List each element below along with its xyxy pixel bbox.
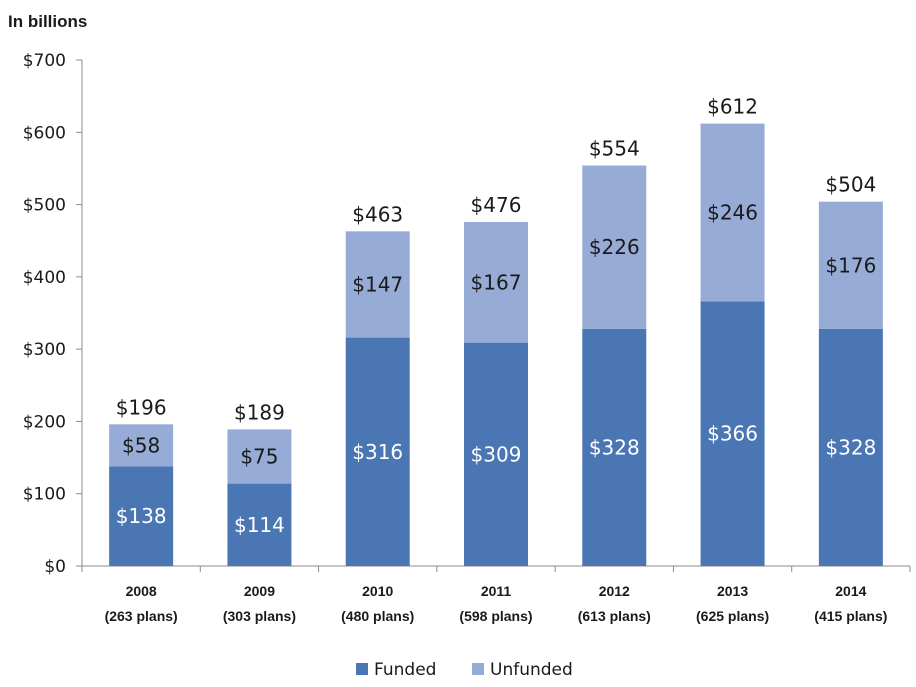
total-label: $463 xyxy=(352,202,403,226)
axes: $0 $100 $200 $300 $400 $500 $600 $700 2008 (263 p… xyxy=(23,51,911,624)
y-tick-label: $0 xyxy=(44,557,66,577)
bars xyxy=(109,123,883,566)
legend-label-unfunded: Unfunded xyxy=(490,660,573,680)
x-tick-sublabel: (625 plans) xyxy=(696,608,769,624)
unit-label: In billions xyxy=(8,12,87,31)
x-tick-label: 2011 xyxy=(481,583,512,599)
data-label-funded: $309 xyxy=(471,442,522,466)
bar-funded xyxy=(464,342,528,566)
data-label-funded: $366 xyxy=(707,422,758,446)
y-tick-label: $400 xyxy=(23,268,66,288)
total-label: $504 xyxy=(825,173,876,197)
data-label-unfunded: $147 xyxy=(352,272,403,296)
bar-funded xyxy=(582,328,647,566)
data-label-unfunded: $226 xyxy=(589,235,640,259)
total-label: $612 xyxy=(707,95,758,119)
data-label-unfunded: $75 xyxy=(240,444,278,468)
data-label-unfunded: $176 xyxy=(825,253,876,277)
y-tick-label: $500 xyxy=(23,196,66,216)
data-labels: $138 $58 $196 $114 $75 $189 $316 $147 $463 $309 $1… xyxy=(116,95,877,537)
x-tick-label: 2009 xyxy=(244,583,275,599)
x-tick-sublabel: (303 plans) xyxy=(223,608,296,624)
bar-funded xyxy=(818,328,883,566)
data-label-funded: $114 xyxy=(234,513,285,537)
bar-funded xyxy=(700,301,765,566)
y-tick-label: $700 xyxy=(23,51,66,71)
x-tick-sublabel: (598 plans) xyxy=(459,608,532,624)
bar-unfunded xyxy=(582,165,647,329)
x-tick-sublabel: (480 plans) xyxy=(341,608,414,624)
data-label-unfunded: $58 xyxy=(122,433,160,457)
bar-funded xyxy=(227,483,292,566)
total-label: $476 xyxy=(471,193,522,217)
legend-label-funded: Funded xyxy=(374,660,436,680)
legend-swatch-funded xyxy=(356,663,368,675)
data-label-funded: $328 xyxy=(825,435,876,459)
x-tick-sublabel: (613 plans) xyxy=(578,608,651,624)
data-label-funded: $328 xyxy=(589,435,640,459)
bar-funded xyxy=(345,337,410,566)
x-tick-sublabel: (415 plans) xyxy=(814,608,887,624)
bar-unfunded xyxy=(345,231,410,338)
bar-unfunded xyxy=(818,201,883,329)
x-tick-label: 2008 xyxy=(126,583,157,599)
x-tick-sublabel: (263 plans) xyxy=(105,608,178,624)
bar-unfunded xyxy=(227,429,292,484)
data-label-funded: $316 xyxy=(352,440,403,464)
legend-swatch-unfunded xyxy=(472,663,484,675)
y-tick-label: $600 xyxy=(23,123,66,143)
y-tick-label: $200 xyxy=(23,412,66,432)
y-tick-label: $100 xyxy=(23,485,66,505)
bar-funded xyxy=(109,466,174,566)
total-label: $189 xyxy=(234,400,285,424)
data-label-funded: $138 xyxy=(116,504,167,528)
y-tick-label: $300 xyxy=(23,340,66,360)
total-label: $554 xyxy=(589,137,640,161)
bar-unfunded xyxy=(464,221,528,343)
bar-unfunded xyxy=(700,123,765,302)
x-tick-label: 2012 xyxy=(599,583,630,599)
bar-unfunded xyxy=(109,424,174,467)
data-label-unfunded: $246 xyxy=(707,201,758,225)
x-tick-label: 2010 xyxy=(362,583,393,599)
data-label-unfunded: $167 xyxy=(471,270,522,294)
x-tick-label: 2013 xyxy=(717,583,748,599)
legend: Funded Unfunded xyxy=(356,660,573,680)
total-label: $196 xyxy=(116,395,167,419)
x-tick-label: 2014 xyxy=(835,583,866,599)
